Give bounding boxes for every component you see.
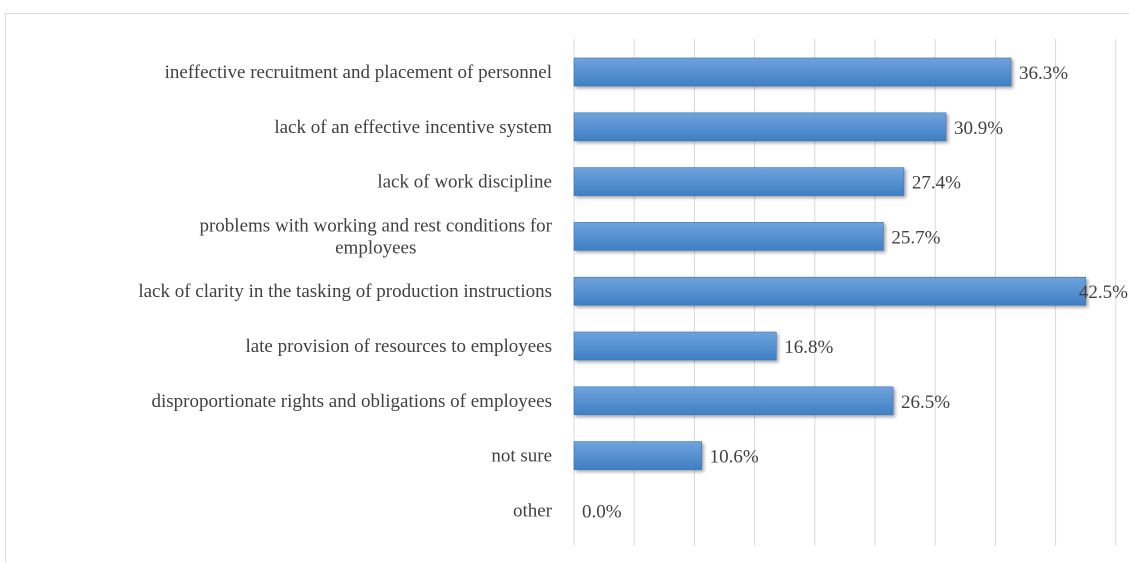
bar — [573, 331, 777, 361]
data-label: 42.5% — [1079, 282, 1128, 303]
category-label: other — [513, 500, 553, 521]
bars — [573, 57, 1087, 470]
data-label: 25.7% — [891, 227, 940, 248]
data-label: 27.4% — [912, 173, 961, 194]
bar — [573, 57, 1012, 87]
category-label: late provision of resources to employees — [245, 336, 552, 357]
bar — [573, 222, 884, 251]
category-labels: ineffective recruitment and placement of… — [138, 62, 552, 521]
bar — [573, 112, 947, 142]
category-label: problems with working and rest condition… — [199, 215, 552, 258]
chart-frame: ineffective recruitment and placement of… — [5, 13, 1129, 562]
bar — [573, 276, 1087, 306]
bar — [573, 167, 905, 196]
data-label: 26.5% — [901, 392, 950, 413]
category-label: lack of clarity in the tasking of produc… — [138, 281, 552, 302]
bar-chart: ineffective recruitment and placement of… — [138, 39, 1128, 546]
data-label: 30.9% — [954, 118, 1003, 139]
data-labels: 36.3% 30.9% 27.4% 25.7% 42.5% 16.8% 26.5% 10.6%… — [582, 63, 1128, 522]
category-label: lack of work discipline — [377, 172, 552, 193]
bar — [573, 386, 894, 416]
category-label: ineffective recruitment and placement of… — [165, 62, 552, 83]
category-label: not sure — [491, 446, 552, 467]
category-label: disproportionate rights and obligations … — [151, 391, 552, 412]
bar — [573, 441, 702, 470]
data-label: 16.8% — [784, 337, 833, 358]
data-label: 10.6% — [710, 447, 759, 468]
data-label: 0.0% — [582, 501, 622, 522]
data-label: 36.3% — [1019, 63, 1068, 84]
category-label: lack of an effective incentive system — [274, 117, 552, 138]
